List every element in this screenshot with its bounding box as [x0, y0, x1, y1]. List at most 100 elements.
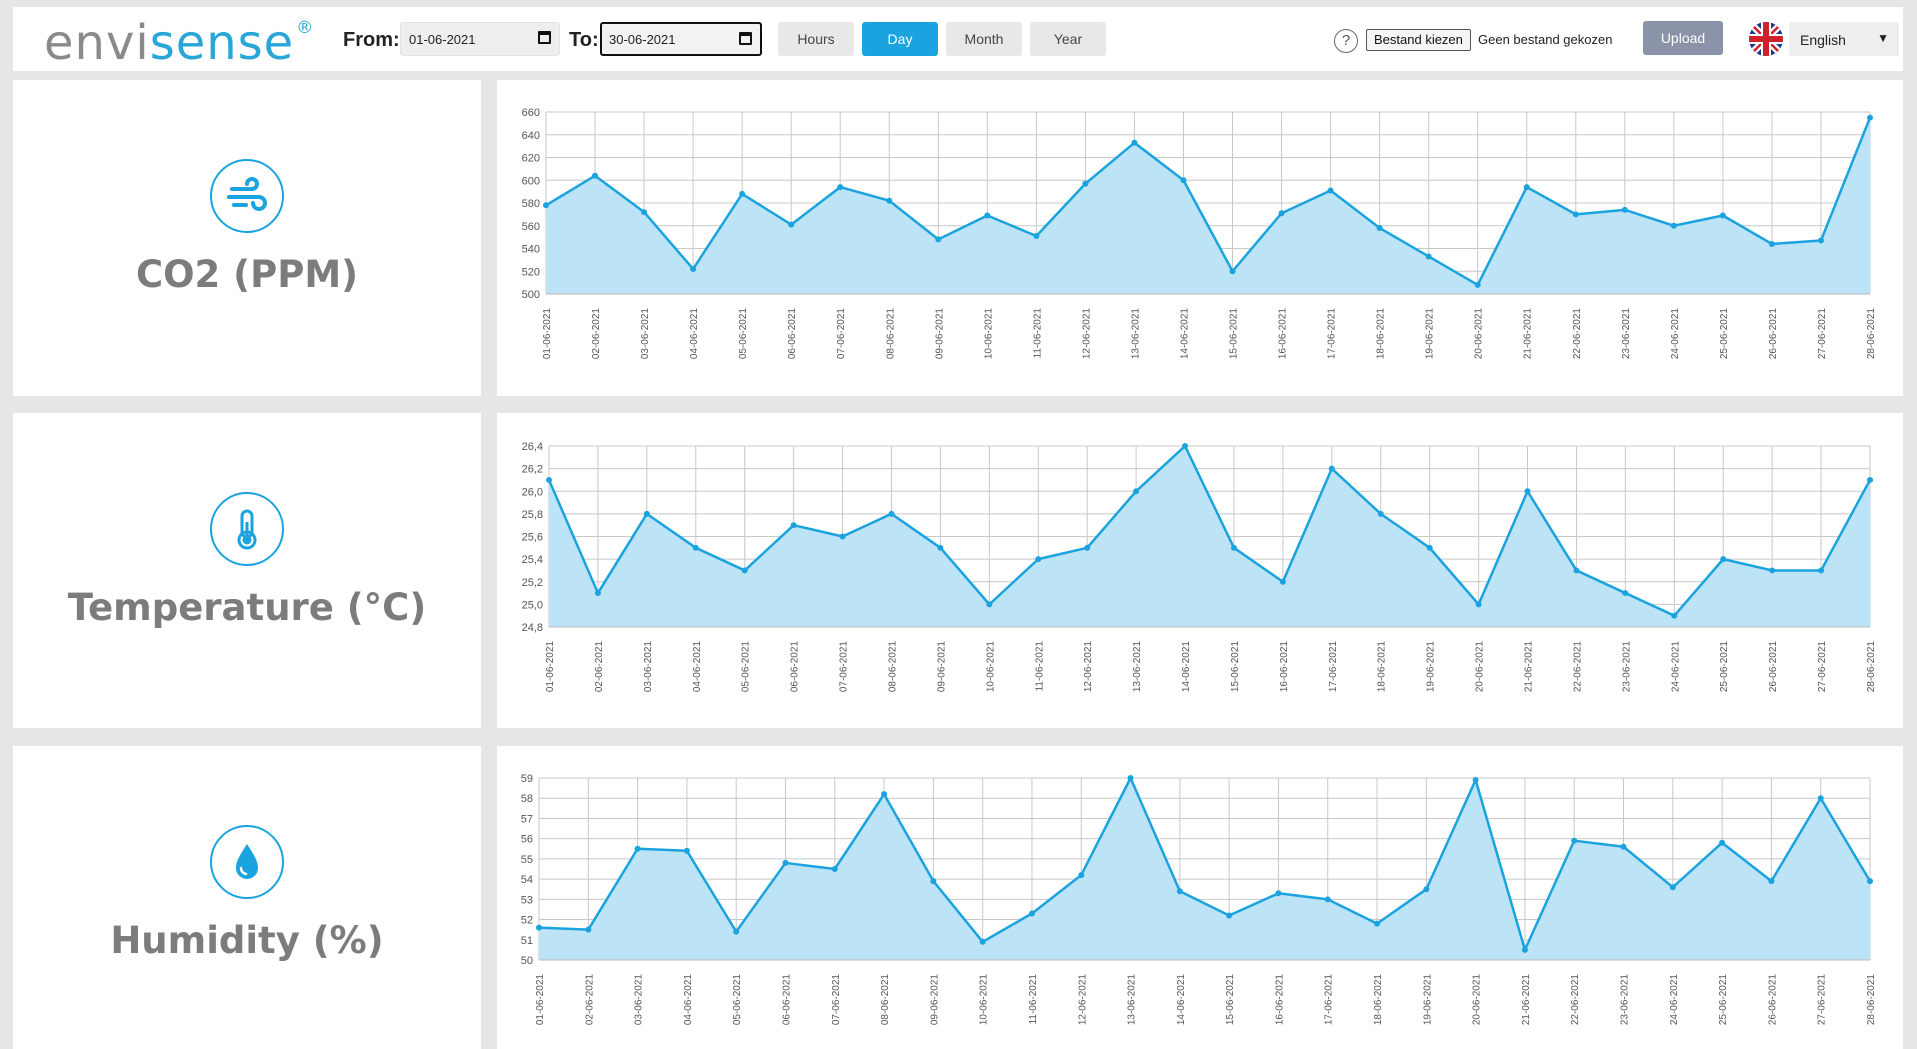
y-tick-label: 25,4 [522, 554, 543, 566]
x-tick-label: 19-06-2021 [1422, 974, 1433, 1026]
y-tick-label: 54 [521, 874, 533, 886]
data-point [1867, 476, 1873, 483]
x-tick-label: 01-06-2021 [535, 974, 546, 1026]
calendar-icon[interactable] [739, 32, 752, 45]
data-point [1327, 187, 1334, 194]
data-point [1768, 240, 1775, 247]
to-label: To: [569, 29, 599, 51]
data-point [1719, 212, 1726, 219]
calendar-icon[interactable] [538, 31, 551, 44]
data-point [1078, 872, 1085, 879]
x-tick-label: 14-06-2021 [1179, 308, 1190, 360]
data-point [1620, 843, 1627, 850]
x-tick-label: 23-06-2021 [1621, 641, 1632, 693]
data-point [1275, 890, 1282, 897]
data-point [643, 510, 650, 517]
y-tick-label: 25,0 [522, 599, 543, 611]
range-day-button[interactable]: Day [862, 22, 938, 56]
x-tick-label: 07-06-2021 [831, 974, 842, 1026]
x-tick-label: 08-06-2021 [880, 974, 891, 1026]
x-tick-label: 15-06-2021 [1230, 641, 1241, 693]
x-tick-label: 23-06-2021 [1620, 974, 1631, 1026]
x-tick-label: 10-06-2021 [979, 974, 990, 1026]
range-hours-button[interactable]: Hours [778, 22, 854, 56]
co2-chart-panel: 500 520 540 560 580 600 620 640 660 01-06-2021 02-… [497, 80, 1903, 396]
x-tick-label: 15-06-2021 [1225, 974, 1236, 1026]
data-point [1426, 544, 1433, 551]
series-area [549, 446, 1870, 627]
upload-button[interactable]: Upload [1643, 21, 1723, 55]
data-point [1376, 225, 1383, 232]
data-point [979, 938, 986, 945]
data-point [585, 926, 592, 933]
logo-text-sense: sense [149, 15, 295, 71]
data-point [543, 202, 549, 209]
x-tick-label: 28-06-2021 [1866, 974, 1877, 1026]
range-year-button[interactable]: Year [1030, 22, 1106, 56]
data-point [733, 928, 740, 935]
help-icon[interactable]: ? [1334, 29, 1358, 53]
data-point [1423, 886, 1430, 893]
x-tick-label: 22-06-2021 [1572, 641, 1583, 693]
x-tick-label: 03-06-2021 [640, 308, 651, 360]
x-tick-label: 14-06-2021 [1176, 974, 1187, 1026]
y-tick-label: 640 [522, 130, 540, 142]
data-point [641, 209, 648, 216]
data-point [1768, 878, 1775, 885]
data-point [1131, 139, 1138, 146]
co2-panel: CO2 (PPM) [13, 80, 481, 396]
data-point [594, 590, 601, 597]
data-point [1669, 884, 1676, 891]
x-tick-label: 05-06-2021 [738, 308, 749, 360]
x-tick-label: 02-06-2021 [594, 641, 605, 693]
x-tick-label: 02-06-2021 [584, 974, 595, 1026]
data-point [1033, 232, 1040, 239]
range-month-button[interactable]: Month [946, 22, 1022, 56]
x-tick-label: 18-06-2021 [1376, 308, 1387, 360]
data-point [1182, 443, 1189, 449]
x-tick-label: 28-06-2021 [1866, 308, 1877, 360]
y-tick-label: 600 [522, 175, 540, 187]
y-tick-label: 26,0 [522, 486, 543, 498]
x-tick-label: 17-06-2021 [1328, 641, 1339, 693]
x-tick-label: 01-06-2021 [542, 308, 553, 360]
data-point [1180, 177, 1187, 184]
data-point [1377, 510, 1384, 517]
data-point [1817, 237, 1824, 244]
x-tick-label: 28-06-2021 [1866, 641, 1877, 693]
chevron-down-icon: ▼ [1877, 31, 1889, 45]
x-tick-label: 06-06-2021 [787, 308, 798, 360]
data-point [1028, 910, 1035, 917]
x-tick-label: 06-06-2021 [781, 974, 792, 1026]
to-date-input[interactable]: 30-06-2021 [600, 22, 762, 56]
x-tick-label: 09-06-2021 [929, 974, 940, 1026]
data-point [1230, 544, 1237, 551]
x-tick-label: 02-06-2021 [591, 308, 602, 360]
x-tick-label: 05-06-2021 [732, 974, 743, 1026]
y-tick-label: 500 [522, 289, 540, 301]
y-tick-label: 56 [521, 834, 533, 846]
file-status-text: Geen bestand gekozen [1478, 32, 1613, 47]
data-point [1523, 184, 1530, 191]
x-tick-label: 21-06-2021 [1521, 974, 1532, 1026]
data-point [937, 544, 944, 551]
choose-file-button[interactable]: Bestand kiezen [1366, 29, 1471, 51]
envisense-logo[interactable]: envisense ® [44, 15, 314, 71]
from-date-input[interactable]: 01-06-2021 [400, 22, 560, 56]
y-tick-label: 52 [521, 915, 533, 927]
language-select[interactable]: English ▼ [1789, 22, 1899, 56]
x-tick-label: 23-06-2021 [1621, 308, 1632, 360]
x-tick-label: 04-06-2021 [683, 974, 694, 1026]
x-tick-label: 11-06-2021 [1034, 641, 1045, 692]
x-tick-label: 03-06-2021 [634, 974, 645, 1026]
data-point [1328, 465, 1335, 472]
data-point [1818, 567, 1825, 574]
data-point [1279, 578, 1286, 585]
temperature-panel: Temperature (°C) [13, 413, 481, 728]
temperature-chart: 24,8 25,0 25,2 25,4 25,6 25,8 26,0 26,2 26,4 01-0… [522, 441, 1877, 693]
x-tick-label: 10-06-2021 [985, 641, 996, 693]
x-tick-label: 03-06-2021 [643, 641, 654, 693]
data-point [881, 791, 888, 798]
data-point [1133, 488, 1140, 495]
data-point [1176, 888, 1183, 895]
